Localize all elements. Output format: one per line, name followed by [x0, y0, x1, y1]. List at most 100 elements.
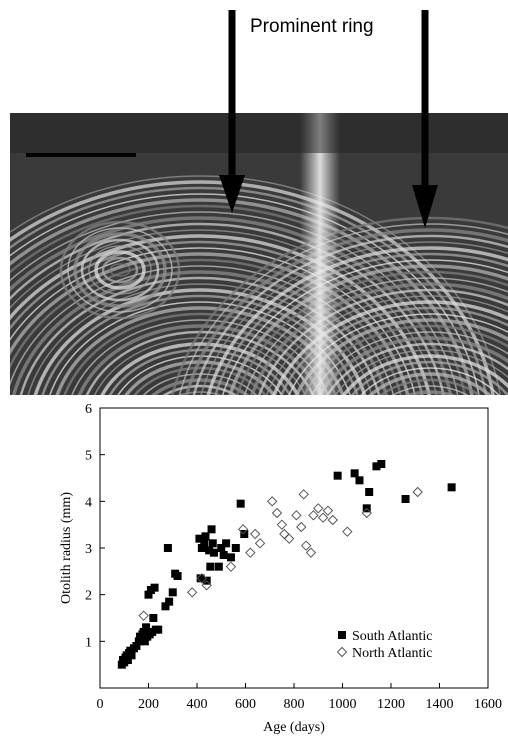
growth-ring [200, 241, 508, 395]
growth-ring [391, 410, 469, 470]
growth-ring [326, 342, 508, 395]
growth-ring [272, 300, 508, 395]
growth-ring [133, 366, 267, 395]
point [377, 460, 386, 468]
growth-ring [108, 348, 292, 395]
growth-ring [378, 378, 482, 395]
growth-ring [360, 367, 500, 395]
growth-ring [10, 252, 410, 395]
point [300, 540, 312, 551]
growth-ring [94, 250, 146, 290]
x-tick-label: 400 [187, 697, 208, 712]
point [313, 503, 324, 514]
x-tick-label: 1600 [474, 697, 502, 712]
growth-ring [49, 301, 351, 395]
legend-label: North Atlantic [352, 646, 433, 661]
point [283, 533, 295, 544]
point [291, 510, 302, 521]
point [361, 507, 372, 519]
point [279, 528, 290, 540]
growth-ring [206, 246, 508, 395]
growth-ring [10, 180, 495, 395]
legend-label: South Atlantic [352, 629, 433, 644]
growth-ring [80, 238, 160, 302]
point [163, 544, 172, 552]
point [447, 483, 456, 492]
growth-ring [403, 390, 457, 395]
growth-ring [317, 336, 508, 395]
x-tick-label: 600 [235, 697, 256, 712]
point [214, 562, 223, 571]
growth-ring [10, 193, 480, 395]
y-tick-label: 4 [85, 495, 92, 510]
point [207, 525, 216, 534]
growth-ring [55, 306, 345, 395]
point [219, 551, 228, 559]
annotation: Prominent ring [250, 16, 374, 37]
point [327, 514, 339, 526]
point [206, 562, 215, 571]
legend-marker [338, 631, 346, 639]
point [154, 625, 163, 634]
growth-ring [162, 384, 238, 395]
point [276, 519, 288, 530]
growth-ring [177, 391, 223, 395]
growth-ring [391, 385, 469, 395]
growth-ring [10, 247, 416, 395]
point [222, 539, 231, 548]
growth-ring [185, 228, 508, 395]
growth-ring [10, 240, 424, 395]
growth-ring [10, 258, 402, 395]
growth-ring [228, 264, 508, 395]
arrow-head [219, 175, 245, 213]
point [196, 573, 208, 584]
y-tick-label: 3 [85, 542, 92, 557]
point [308, 510, 319, 521]
point [333, 471, 342, 480]
point [208, 539, 217, 548]
point [168, 588, 177, 597]
point [240, 530, 249, 538]
growth-ring [171, 216, 508, 395]
growth-ring [71, 319, 329, 395]
point [173, 572, 182, 580]
point [317, 512, 329, 523]
x-tick-label: 200 [138, 697, 159, 712]
growth-ring [163, 404, 237, 456]
growth-ring [235, 270, 508, 395]
growth-ring [302, 324, 508, 395]
point [150, 583, 159, 592]
growth-ring [101, 256, 139, 284]
arrow-head [412, 185, 438, 228]
growth-ring [192, 234, 508, 395]
point [322, 505, 334, 516]
growth-ring [10, 198, 474, 395]
growth-ring [10, 175, 501, 395]
point [365, 488, 374, 496]
point [201, 580, 212, 591]
point [412, 486, 423, 498]
growth-ring [222, 259, 508, 395]
growth-ring [178, 223, 508, 395]
growth-ring [10, 265, 395, 395]
growth-ring [280, 306, 508, 395]
growth-ring [33, 288, 367, 395]
x-tick-label: 1400 [426, 697, 454, 712]
point [254, 538, 266, 549]
growth-ring [10, 211, 459, 395]
growth-ring [257, 288, 508, 395]
growth-ring [377, 398, 483, 482]
point [226, 553, 235, 562]
point [200, 539, 209, 548]
growth-ring [10, 222, 445, 395]
x-tick-label: 0 [97, 697, 104, 712]
y-tick-label: 6 [85, 402, 92, 417]
y-tick-label: 2 [85, 589, 92, 604]
point [355, 476, 364, 485]
growth-ring [41, 294, 359, 395]
growth-ring [265, 295, 508, 395]
growth-ring [341, 354, 508, 395]
growth-ring [170, 410, 230, 450]
growth-ring [10, 204, 466, 395]
